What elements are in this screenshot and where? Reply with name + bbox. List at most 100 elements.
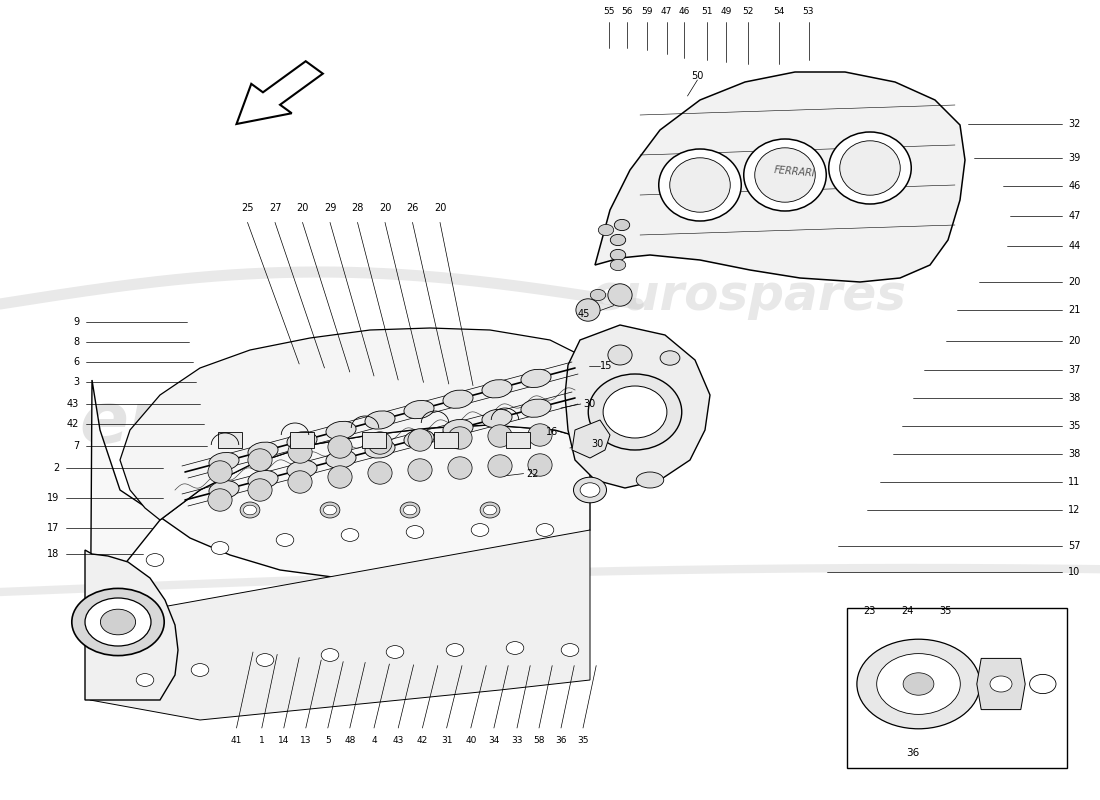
Circle shape	[72, 589, 164, 655]
Circle shape	[483, 506, 496, 515]
Text: 53: 53	[803, 7, 814, 16]
Text: 41: 41	[231, 736, 242, 745]
Circle shape	[447, 643, 464, 656]
Ellipse shape	[828, 132, 911, 204]
Ellipse shape	[482, 410, 513, 427]
Text: 20: 20	[1068, 336, 1080, 346]
Text: 7: 7	[73, 442, 79, 451]
Polygon shape	[977, 658, 1025, 710]
Text: 8: 8	[73, 338, 79, 347]
Text: 9: 9	[73, 317, 79, 326]
Ellipse shape	[660, 350, 680, 365]
Ellipse shape	[365, 440, 395, 458]
Text: 35: 35	[1068, 421, 1080, 430]
Text: 38: 38	[1068, 393, 1080, 402]
Circle shape	[536, 524, 553, 536]
Text: 43: 43	[393, 736, 404, 745]
Polygon shape	[90, 380, 590, 700]
Text: 30: 30	[592, 439, 604, 449]
Text: 19: 19	[47, 493, 59, 502]
Ellipse shape	[443, 390, 473, 408]
Ellipse shape	[248, 470, 278, 489]
Text: 17: 17	[47, 523, 59, 533]
Circle shape	[506, 642, 524, 654]
Ellipse shape	[603, 386, 667, 438]
Ellipse shape	[573, 477, 606, 503]
Polygon shape	[290, 432, 314, 448]
Ellipse shape	[328, 436, 352, 458]
Text: 43: 43	[67, 399, 79, 409]
Text: 16: 16	[546, 427, 558, 437]
Text: 50: 50	[691, 71, 704, 81]
Circle shape	[85, 598, 151, 646]
Text: 20: 20	[378, 202, 392, 213]
Circle shape	[321, 649, 339, 662]
Ellipse shape	[608, 284, 632, 306]
Ellipse shape	[755, 148, 815, 202]
Circle shape	[610, 234, 626, 246]
Ellipse shape	[208, 489, 232, 511]
Polygon shape	[218, 432, 242, 448]
Text: FERRARI: FERRARI	[774, 166, 816, 178]
Ellipse shape	[448, 457, 472, 479]
Text: 21: 21	[1068, 306, 1080, 315]
Text: 13: 13	[300, 736, 311, 745]
Ellipse shape	[670, 158, 730, 212]
Text: 25: 25	[241, 202, 254, 213]
Text: eurospares: eurospares	[590, 272, 906, 320]
Text: 55: 55	[604, 7, 615, 16]
Text: 6: 6	[73, 358, 79, 367]
Polygon shape	[595, 72, 965, 282]
Circle shape	[404, 506, 417, 515]
Circle shape	[386, 646, 404, 658]
Circle shape	[341, 529, 359, 542]
Text: 46: 46	[1068, 181, 1080, 190]
Polygon shape	[506, 432, 530, 448]
Ellipse shape	[365, 411, 395, 429]
Polygon shape	[120, 328, 590, 520]
Circle shape	[614, 219, 629, 230]
Ellipse shape	[367, 462, 392, 484]
Ellipse shape	[408, 429, 432, 451]
Text: 46: 46	[679, 7, 690, 16]
Circle shape	[610, 250, 626, 261]
Text: 47: 47	[661, 7, 672, 16]
Ellipse shape	[400, 502, 420, 518]
Text: 47: 47	[1068, 211, 1080, 221]
Text: 57: 57	[1068, 541, 1080, 550]
Text: 4: 4	[371, 736, 377, 745]
Text: 44: 44	[1068, 242, 1080, 251]
Ellipse shape	[744, 139, 826, 211]
Text: 38: 38	[1068, 449, 1080, 458]
Ellipse shape	[598, 224, 614, 235]
Polygon shape	[90, 530, 590, 720]
Polygon shape	[362, 432, 386, 448]
Text: 56: 56	[621, 7, 632, 16]
Ellipse shape	[288, 470, 312, 493]
Text: eurospares: eurospares	[79, 390, 537, 458]
Text: 59: 59	[641, 7, 652, 16]
Text: 51: 51	[702, 7, 713, 16]
Ellipse shape	[839, 141, 900, 195]
Circle shape	[276, 534, 294, 546]
Ellipse shape	[480, 502, 499, 518]
Ellipse shape	[248, 478, 272, 501]
Polygon shape	[565, 325, 710, 488]
Circle shape	[1030, 674, 1056, 694]
Circle shape	[191, 664, 209, 677]
Text: 22: 22	[526, 469, 538, 478]
Circle shape	[256, 654, 274, 666]
Ellipse shape	[448, 426, 472, 450]
Circle shape	[990, 676, 1012, 692]
Text: 39: 39	[1068, 153, 1080, 162]
Text: 5: 5	[324, 736, 331, 745]
Text: 45: 45	[578, 309, 590, 318]
Text: 14: 14	[278, 736, 289, 745]
Text: 33: 33	[512, 736, 522, 745]
Ellipse shape	[404, 430, 434, 448]
Text: 12: 12	[1068, 506, 1080, 515]
Text: 2: 2	[53, 463, 59, 473]
Text: 49: 49	[720, 7, 732, 16]
Ellipse shape	[209, 481, 239, 499]
Ellipse shape	[528, 424, 552, 446]
